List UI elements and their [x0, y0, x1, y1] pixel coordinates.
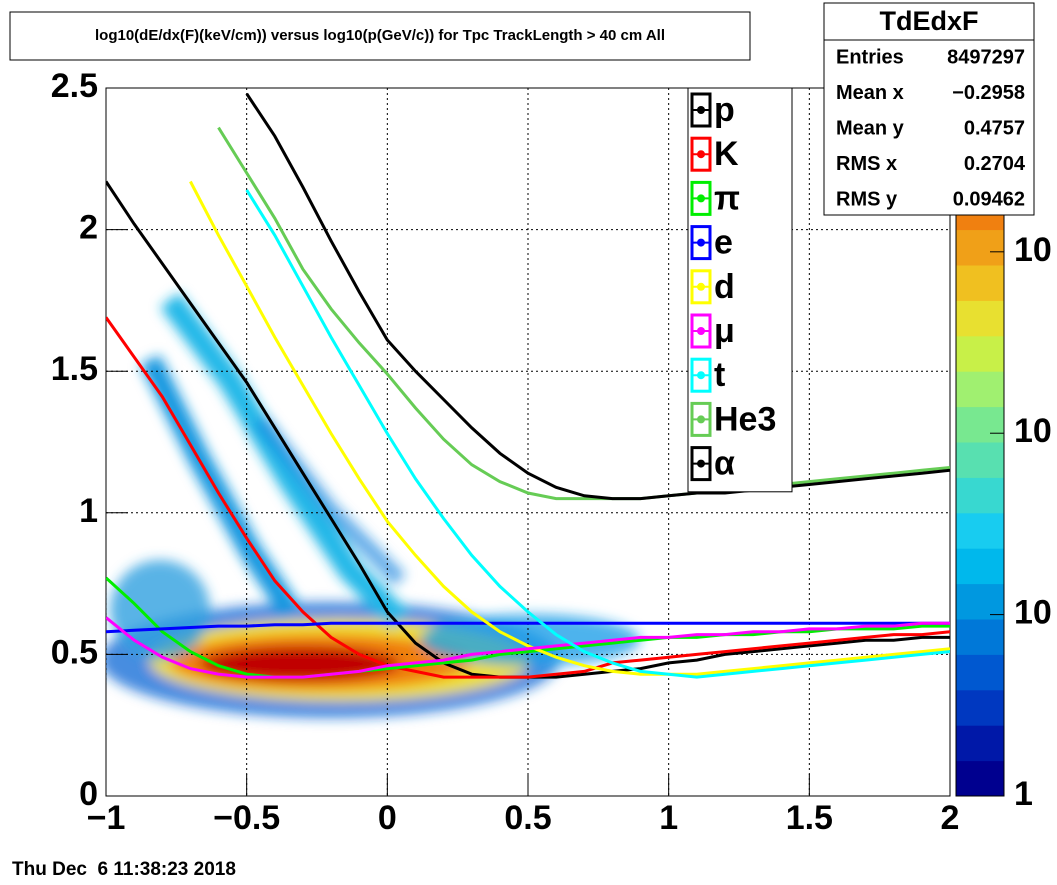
y-tick-label: 2.5 [51, 67, 98, 105]
legend-marker [697, 106, 705, 114]
palette-band [956, 371, 1004, 408]
stats-label: Mean y [836, 117, 905, 139]
palette-band [956, 265, 1004, 301]
legend-marker [697, 459, 705, 468]
palette-band [956, 229, 1004, 266]
stats-label: Entries [836, 46, 904, 68]
y-tick-label: 1.5 [51, 350, 98, 388]
stats-frame [823, 2, 1035, 216]
legend-marker [697, 238, 705, 247]
curve [245, 92, 950, 501]
stats-value: 0.2704 [964, 153, 1026, 175]
x-tick-label: 2 [941, 799, 960, 837]
curve [106, 616, 950, 679]
palette-band [956, 583, 1004, 620]
title-box [9, 11, 751, 61]
palette-band [956, 619, 1004, 655]
legend-label: α [714, 445, 735, 483]
legend-marker [697, 415, 705, 424]
stats-label: RMS x [836, 153, 897, 175]
z-tick-label: 1 [1014, 775, 1033, 813]
y-tick-label: 2 [79, 209, 98, 247]
palette-band [956, 442, 1004, 478]
palette-band [956, 300, 1004, 337]
palette-band [956, 760, 1004, 797]
palette-band [956, 654, 1004, 691]
palette-band [956, 725, 1004, 762]
x-tick-label: 0 [378, 799, 397, 837]
palette-band [956, 512, 1004, 549]
legend-label: d [714, 268, 735, 306]
legend-marker [697, 194, 705, 203]
legend-label: t [714, 356, 725, 394]
x-tick-label: −1 [87, 799, 126, 837]
palette-band [956, 548, 1004, 585]
legend-label: p [714, 91, 735, 129]
legend-marker [697, 282, 705, 291]
stats-value: 8497297 [947, 46, 1025, 68]
x-tick-label: 1.5 [786, 799, 833, 837]
stats-value: −0.2958 [952, 82, 1025, 104]
z-tick-label: 10 [1014, 412, 1052, 450]
legend-label: He3 [714, 400, 776, 438]
palette-band [956, 335, 1004, 372]
stats-value: 0.4757 [964, 117, 1025, 139]
legend-label: π [714, 179, 740, 217]
legend-label: e [714, 224, 733, 262]
legend-label: K [714, 135, 739, 173]
axes: −1 −0.5 0 0.5 1 1.5 2 0 0.5 1 1.5 2 2.5 [51, 67, 960, 837]
palette-band [956, 477, 1004, 514]
curve [106, 576, 950, 679]
x-tick-label: 1 [659, 799, 678, 837]
y-tick-label: 0.5 [51, 633, 98, 671]
stats-label: Mean x [836, 82, 904, 104]
palette-band [956, 406, 1004, 443]
legend-marker [697, 327, 705, 335]
curve [106, 316, 950, 679]
palette-band [956, 689, 1004, 726]
curve [106, 621, 950, 634]
legend-marker [697, 371, 705, 380]
curve [217, 126, 950, 501]
y-tick-label: 1 [79, 492, 98, 530]
curves [106, 92, 950, 679]
y-tick-label: 0 [79, 775, 98, 813]
legend-label: μ [714, 312, 735, 350]
chart-title: log10(dE/dx(F)(keV/cm)) versus log10(p(G… [95, 27, 665, 44]
x-tick-label: 0.5 [504, 799, 551, 837]
z-tick-label: 10 [1014, 231, 1052, 269]
legend-marker [697, 150, 705, 159]
curve [189, 180, 950, 676]
stats-value: 0.09462 [953, 188, 1025, 210]
stats-label: RMS y [836, 188, 898, 210]
date-footer: Thu Dec 6 11:38:23 2018 [12, 859, 236, 880]
z-tick-label: 10 [1014, 594, 1052, 632]
stats-box: TdEdxF Entries 8497297 Mean x −0.2958 Mean y 0… [823, 2, 1035, 216]
stats-title: TdEdxF [880, 6, 979, 36]
curve [245, 189, 950, 679]
x-tick-label: −0.5 [213, 799, 280, 837]
